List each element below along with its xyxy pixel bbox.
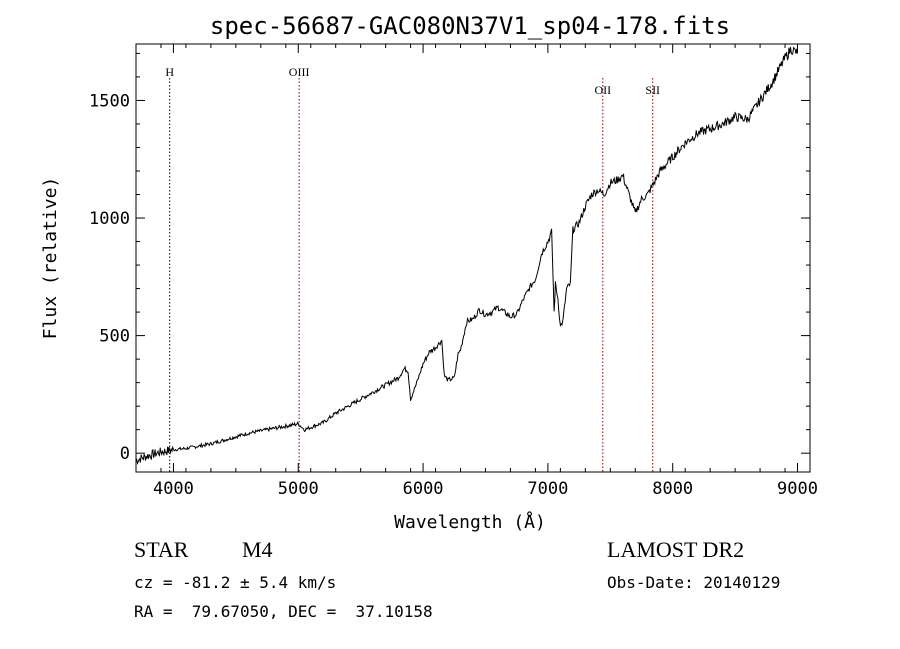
spectrum-series-line xyxy=(135,46,798,465)
x-tick-label: 7000 xyxy=(527,479,568,499)
y-tick-label: 1000 xyxy=(89,209,130,229)
x-tick-label: 5000 xyxy=(278,479,319,499)
x-tick-label: 4000 xyxy=(153,479,194,499)
plot-area: 4000 5000 6000 7000 8000 9000 0 500 1000 1500 H OII… xyxy=(89,43,818,499)
y-axis-label: Flux (relative) xyxy=(40,177,61,340)
chart-title: spec-56687-GAC080N37V1_sp04-178.fits xyxy=(210,12,730,40)
x-tick-label: 6000 xyxy=(403,479,444,499)
survey-name: LAMOST DR2 xyxy=(607,537,745,562)
coordinates: RA = 79.67050, DEC = 37.10158 xyxy=(134,602,433,621)
obs-date: Obs-Date: 20140129 xyxy=(607,573,781,592)
emission-line-label: OII xyxy=(594,83,611,97)
emission-line-label: H xyxy=(165,65,174,79)
redshift-cz: cz = -81.2 ± 5.4 km/s xyxy=(134,573,337,592)
object-type: STAR xyxy=(134,537,189,562)
x-axis-label: Wavelength (Å) xyxy=(394,511,546,533)
y-tick-label: 1500 xyxy=(89,91,130,111)
plot-frame xyxy=(135,43,811,473)
emission-line-label: OIII xyxy=(289,65,310,79)
y-tick-label: 500 xyxy=(99,327,130,347)
x-tick-label: 8000 xyxy=(652,479,693,499)
object-subclass: M4 xyxy=(242,537,273,562)
y-tick-label: 0 xyxy=(120,444,130,464)
emission-line-label: SII xyxy=(645,83,660,97)
x-tick-label: 9000 xyxy=(777,479,818,499)
